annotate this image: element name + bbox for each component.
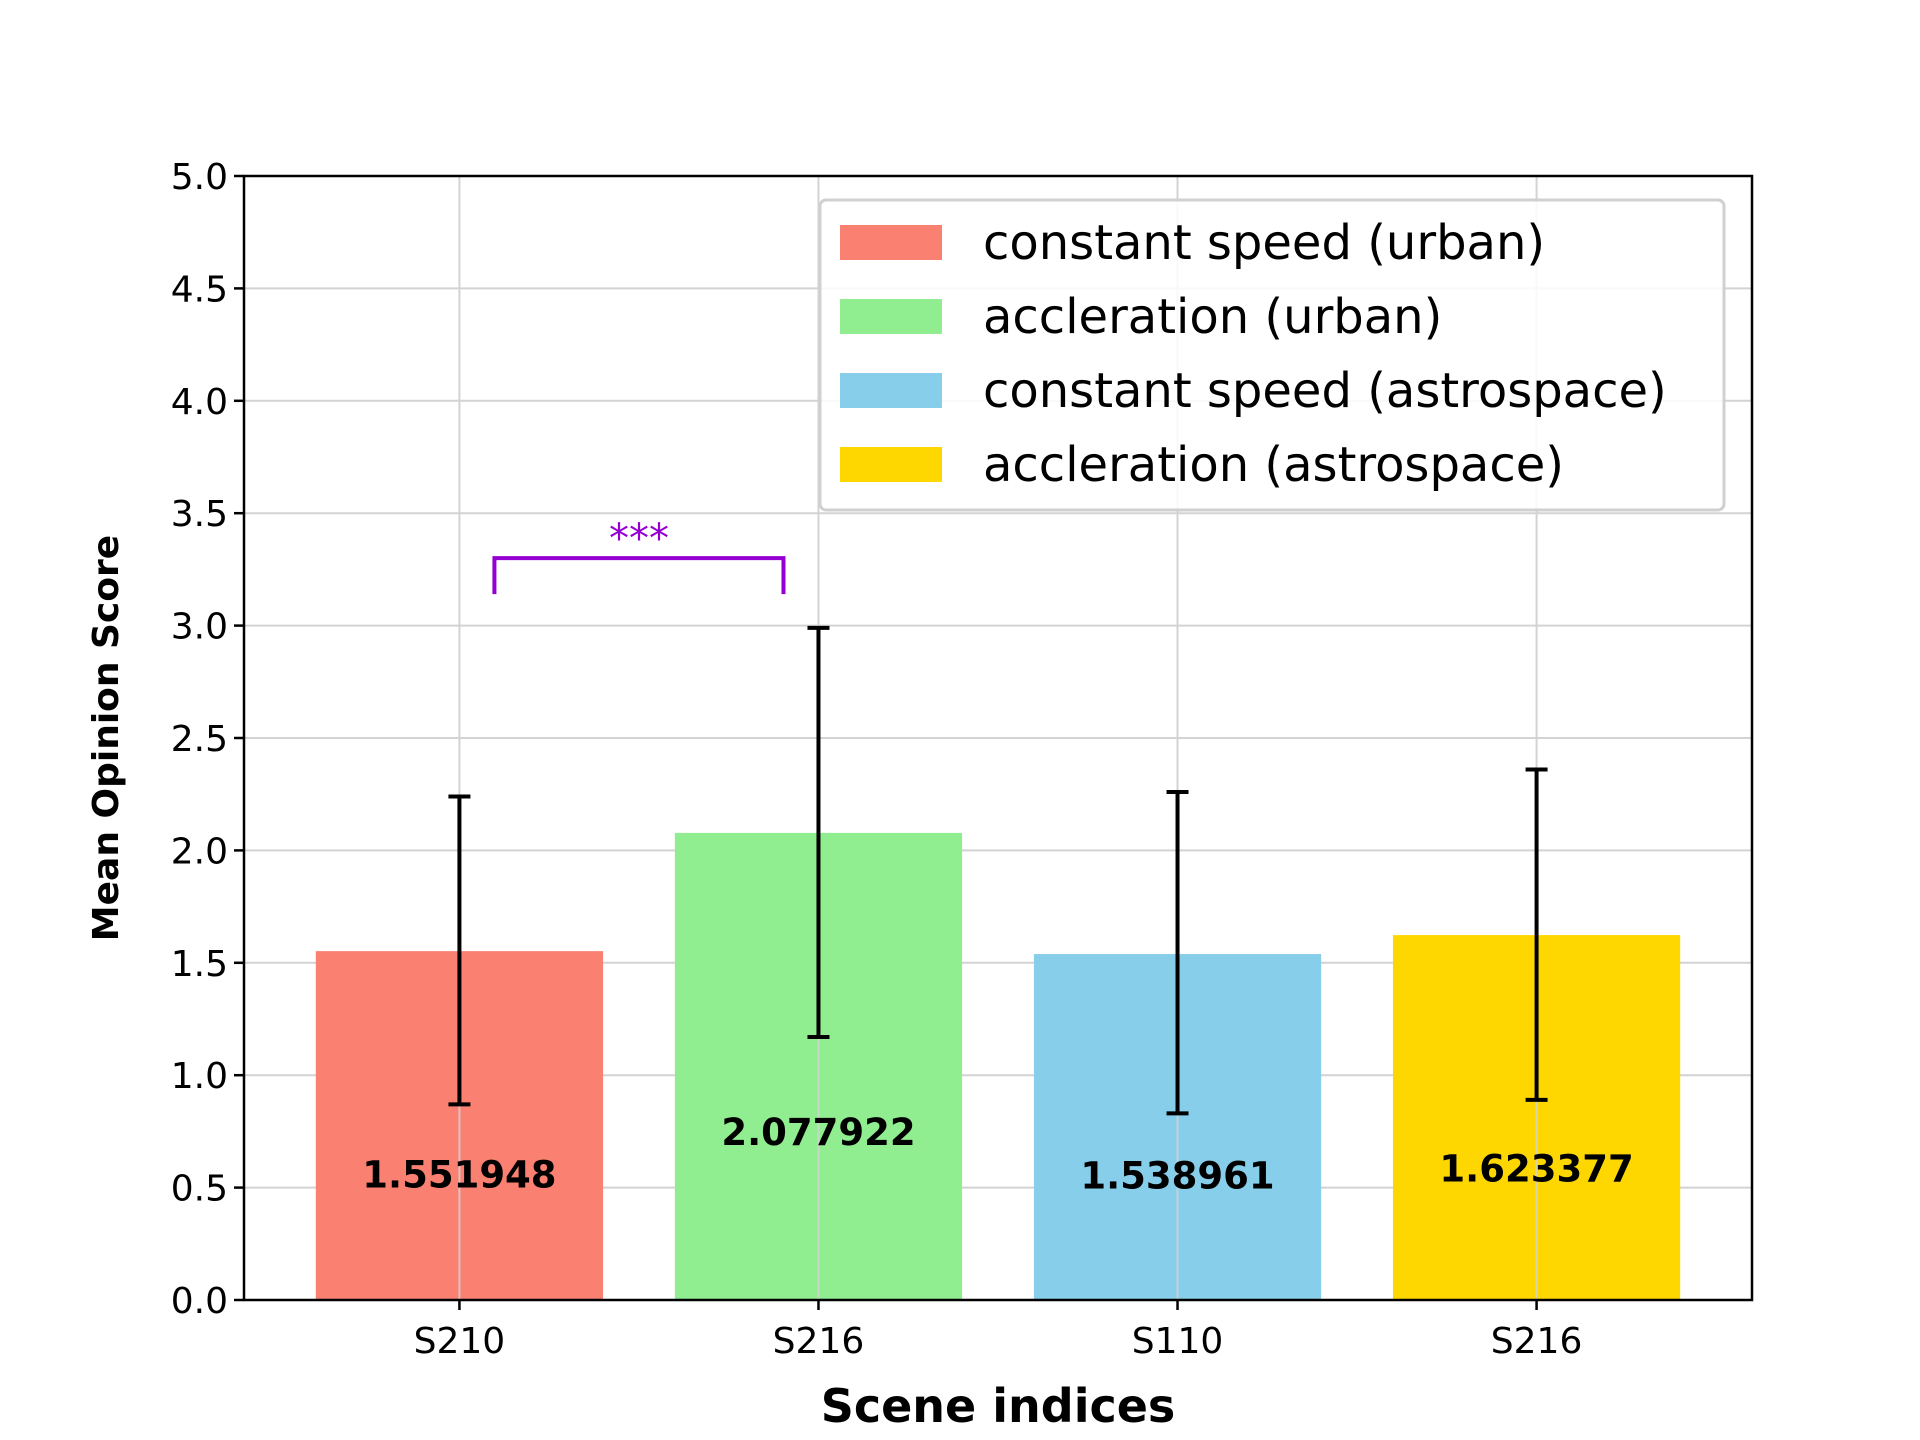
y-tick-label: 1.5 bbox=[171, 944, 228, 985]
x-tick-label: S210 bbox=[414, 1321, 506, 1362]
significance-bracket: *** bbox=[492, 516, 786, 595]
y-tick-label: 5.0 bbox=[171, 157, 228, 198]
x-tick-label: S216 bbox=[1491, 1321, 1583, 1362]
legend-swatch bbox=[840, 225, 942, 260]
legend-swatch bbox=[840, 373, 942, 408]
legend-box bbox=[818, 198, 1726, 512]
legend-label: constant speed (urban) bbox=[983, 215, 1545, 271]
y-tick-label: 4.0 bbox=[171, 382, 228, 423]
legend-label: accleration (astrospace) bbox=[983, 437, 1564, 493]
significance-line bbox=[492, 556, 786, 595]
data-label: 2.077922 bbox=[721, 1111, 915, 1154]
y-tick-label: 2.0 bbox=[171, 831, 228, 872]
y-tick-label: 3.0 bbox=[171, 607, 228, 648]
significance-label: *** bbox=[609, 516, 669, 562]
legend-label: constant speed (astrospace) bbox=[983, 363, 1667, 419]
x-axis-title: Scene indices bbox=[821, 1379, 1176, 1433]
data-label: 1.623377 bbox=[1439, 1148, 1633, 1191]
y-tick-label: 3.5 bbox=[171, 494, 228, 535]
data-label: 1.538961 bbox=[1080, 1154, 1274, 1197]
bars bbox=[315, 832, 1681, 1300]
y-tick-label: 1.0 bbox=[171, 1056, 228, 1097]
x-tick-label: S216 bbox=[773, 1321, 865, 1362]
x-tick-label: S110 bbox=[1132, 1321, 1224, 1362]
y-tick-label: 0.5 bbox=[171, 1169, 228, 1210]
legend-swatch bbox=[840, 447, 942, 482]
error-bars bbox=[448, 625, 1548, 1116]
legend-label: accleration (urban) bbox=[983, 289, 1442, 345]
y-tick-label: 4.5 bbox=[171, 269, 228, 310]
legend-swatch bbox=[840, 299, 942, 334]
y-tick-label: 0.0 bbox=[171, 1281, 228, 1322]
legend: constant speed (urban) accleration (urban… bbox=[818, 198, 1726, 512]
y-axis-title: Mean Opinion Score bbox=[86, 535, 127, 941]
y-tick-label: 2.5 bbox=[171, 719, 228, 760]
data-labels: 1.551948 2.077922 1.538961 1.623377 bbox=[362, 1111, 1633, 1198]
y-axis: 0.0 0.5 1.0 1.5 2.0 2.5 3.0 3.5 4.0 4.5 5.0 bbox=[171, 157, 244, 1322]
x-axis: S210 S216 S110 S216 bbox=[414, 1300, 1583, 1362]
data-label: 1.551948 bbox=[362, 1153, 556, 1196]
